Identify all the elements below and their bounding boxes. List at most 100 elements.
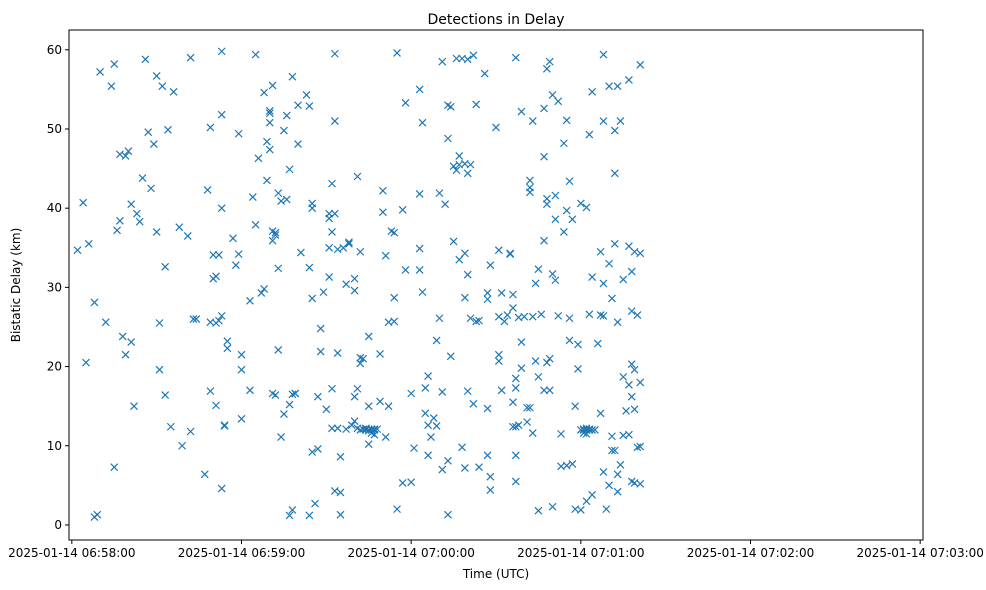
data-point bbox=[605, 481, 614, 490]
data-point bbox=[206, 123, 215, 132]
data-point bbox=[500, 317, 509, 326]
data-point bbox=[576, 505, 585, 514]
data-point bbox=[466, 160, 475, 169]
data-point bbox=[132, 209, 141, 218]
data-point bbox=[517, 364, 526, 373]
data-point bbox=[418, 288, 427, 297]
data-point bbox=[370, 425, 379, 434]
data-point bbox=[540, 386, 548, 395]
data-point bbox=[84, 239, 93, 248]
data-point bbox=[296, 248, 305, 257]
data-point bbox=[444, 510, 452, 519]
data-point bbox=[175, 223, 184, 232]
data-point bbox=[494, 312, 503, 321]
data-point bbox=[551, 276, 560, 285]
y-tick-label: 60 bbox=[47, 43, 62, 57]
data-point bbox=[494, 350, 503, 359]
data-point bbox=[364, 440, 373, 449]
data-point bbox=[209, 250, 218, 259]
data-point bbox=[308, 294, 317, 303]
data-point bbox=[268, 236, 277, 245]
data-point bbox=[147, 184, 155, 193]
data-point bbox=[319, 288, 328, 297]
data-point bbox=[271, 391, 280, 400]
data-point bbox=[511, 384, 520, 392]
data-point bbox=[608, 432, 616, 441]
data-point bbox=[356, 359, 365, 368]
data-point bbox=[271, 231, 280, 240]
data-point bbox=[548, 91, 557, 99]
data-point bbox=[486, 261, 495, 270]
x-axis-label: Time (UTC) bbox=[462, 567, 529, 581]
data-point bbox=[599, 279, 608, 288]
data-point bbox=[316, 324, 325, 333]
data-point bbox=[486, 472, 495, 481]
data-point bbox=[526, 403, 534, 412]
data-point bbox=[472, 317, 481, 326]
data-point bbox=[274, 264, 283, 273]
data-point bbox=[234, 250, 243, 259]
data-point bbox=[624, 430, 633, 439]
data-point bbox=[144, 128, 153, 137]
data-point bbox=[305, 511, 314, 520]
data-point bbox=[203, 186, 212, 194]
data-point bbox=[421, 384, 430, 392]
data-point bbox=[229, 234, 237, 243]
data-point bbox=[424, 372, 433, 380]
data-point bbox=[452, 54, 461, 63]
data-point bbox=[432, 422, 441, 430]
data-point bbox=[455, 255, 464, 264]
data-point bbox=[619, 372, 628, 381]
data-point bbox=[559, 228, 568, 236]
data-point bbox=[178, 441, 187, 450]
data-point bbox=[285, 511, 294, 520]
data-point bbox=[503, 311, 512, 320]
data-point bbox=[333, 349, 342, 358]
data-point bbox=[393, 49, 401, 57]
data-point bbox=[542, 200, 551, 209]
data-point bbox=[288, 505, 297, 514]
data-point bbox=[110, 463, 119, 472]
data-point bbox=[523, 403, 532, 412]
data-point bbox=[483, 288, 492, 297]
data-point bbox=[169, 87, 178, 96]
chart-title: Detections in Delay bbox=[427, 12, 564, 28]
data-point bbox=[460, 464, 469, 472]
data-point bbox=[342, 425, 351, 434]
data-point bbox=[582, 425, 591, 434]
data-point bbox=[588, 273, 597, 282]
data-point bbox=[568, 460, 577, 468]
data-point bbox=[548, 502, 557, 511]
data-point bbox=[565, 177, 574, 186]
data-point bbox=[121, 151, 130, 160]
data-point bbox=[376, 349, 384, 358]
data-point bbox=[526, 188, 534, 197]
data-point bbox=[217, 204, 226, 213]
data-point bbox=[596, 409, 605, 418]
data-point bbox=[596, 247, 605, 256]
data-point bbox=[353, 172, 362, 181]
data-point bbox=[206, 387, 215, 396]
data-point bbox=[288, 390, 297, 399]
data-point bbox=[308, 199, 317, 208]
data-point bbox=[217, 311, 226, 320]
data-point bbox=[373, 425, 382, 434]
data-point bbox=[376, 397, 384, 406]
data-point bbox=[472, 100, 481, 109]
data-point bbox=[161, 391, 170, 400]
data-point bbox=[115, 150, 124, 159]
data-point bbox=[149, 140, 158, 148]
data-point bbox=[520, 312, 529, 321]
data-point bbox=[265, 109, 274, 118]
data-point bbox=[568, 215, 577, 224]
data-points bbox=[73, 47, 645, 521]
data-point bbox=[350, 417, 359, 426]
data-point bbox=[246, 386, 254, 395]
y-tick-label: 20 bbox=[47, 360, 62, 374]
data-point bbox=[217, 47, 226, 56]
data-point bbox=[624, 75, 633, 84]
data-point bbox=[613, 470, 622, 479]
data-point bbox=[554, 311, 563, 320]
data-point bbox=[353, 384, 362, 393]
data-point bbox=[627, 267, 636, 276]
